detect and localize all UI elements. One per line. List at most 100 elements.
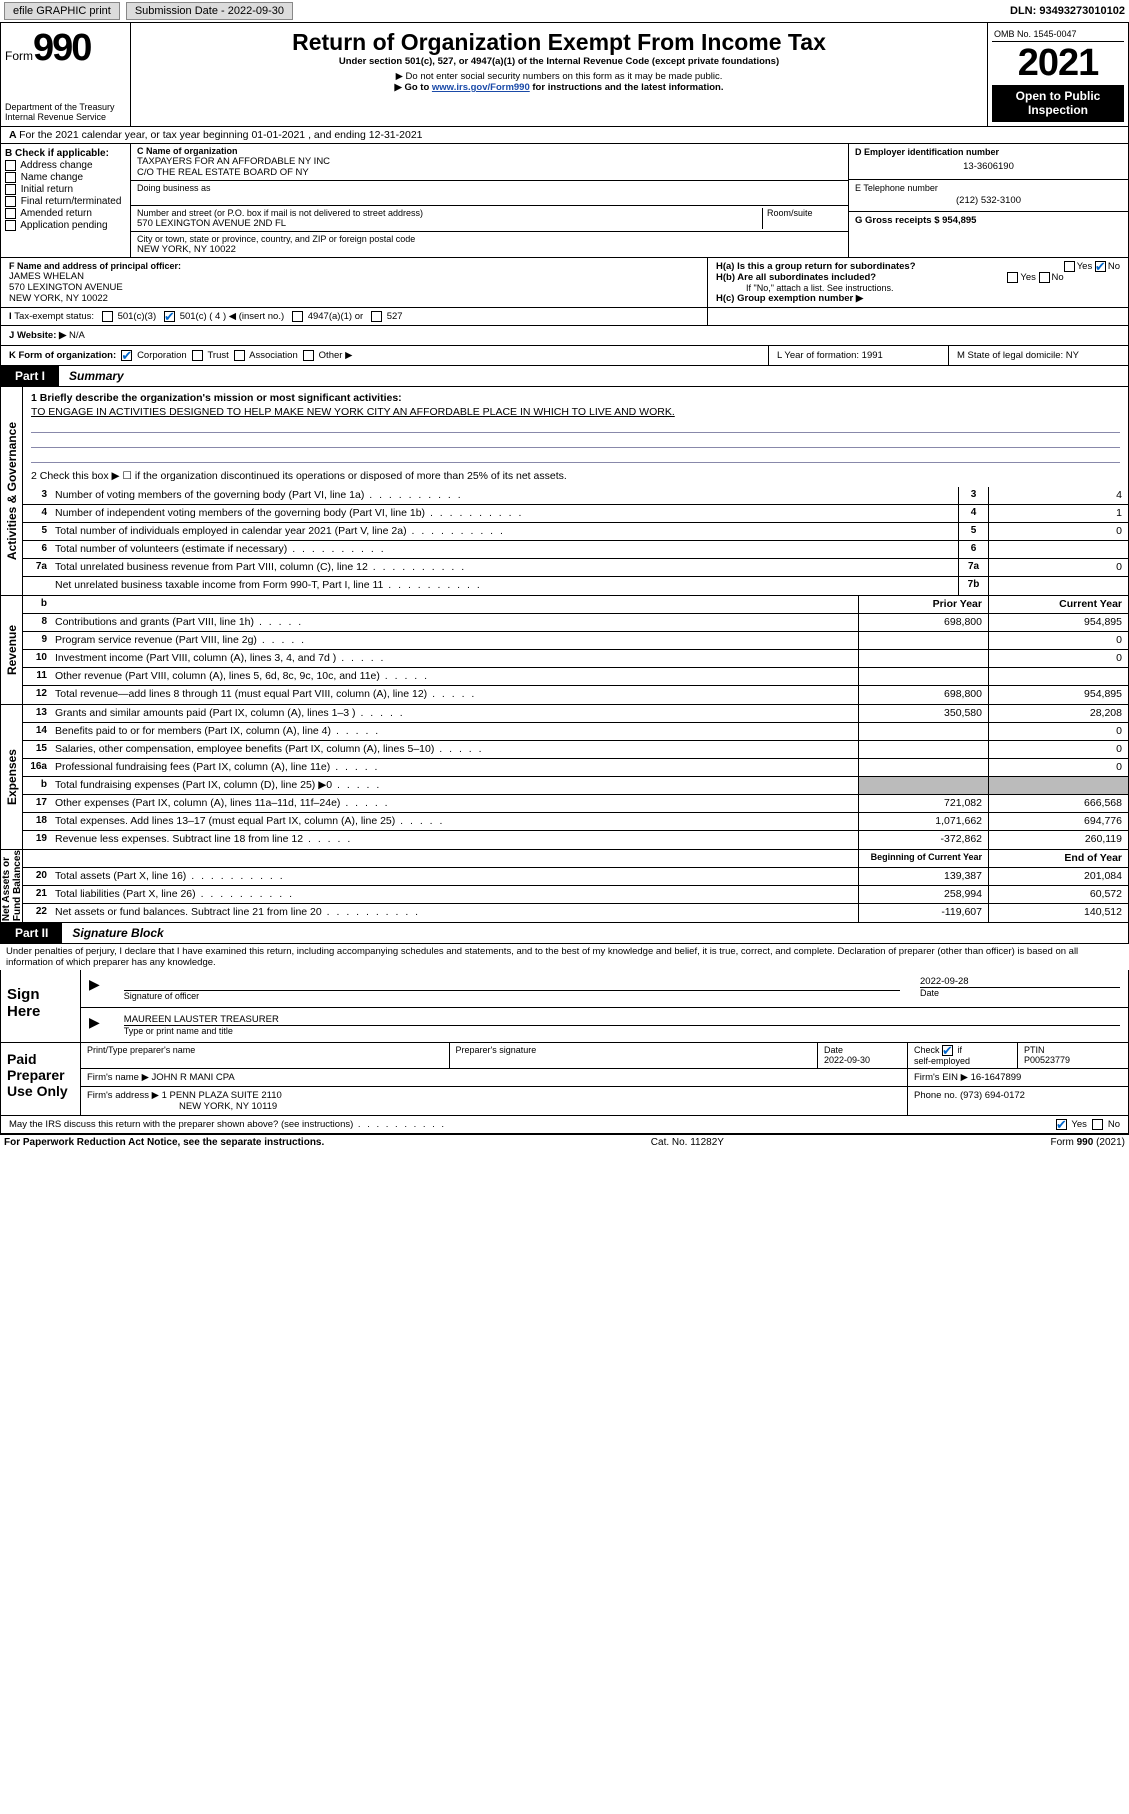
state-domicile: M State of legal domicile: NY: [948, 346, 1128, 365]
submission-date: Submission Date - 2022-09-30: [126, 2, 293, 20]
name-label: C Name of organization: [137, 146, 842, 156]
row-i: I Tax-exempt status: 501(c)(3) 501(c) ( …: [0, 308, 1129, 326]
table-row: 18Total expenses. Add lines 13–17 (must …: [23, 813, 1128, 831]
hdr-beginning: Beginning of Current Year: [858, 850, 988, 867]
chk-amended[interactable]: Amended return: [5, 208, 126, 219]
firm-addr2: NEW YORK, NY 10119: [87, 1101, 277, 1112]
hdr-b: b: [23, 596, 51, 613]
gross-receipts: G Gross receipts $ 954,895: [855, 215, 1122, 226]
mission: TO ENGAGE IN ACTIVITIES DESIGNED TO HELP…: [31, 405, 1120, 419]
street-addr: 570 LEXINGTON AVENUE 2ND FL: [137, 218, 762, 229]
table-row: 5Total number of individuals employed in…: [23, 523, 1128, 541]
may-discuss: May the IRS discuss this return with the…: [0, 1116, 1129, 1134]
officer-typed: MAUREEN LAUSTER TREASURER: [124, 1014, 1120, 1025]
date-label: Date: [920, 987, 1120, 998]
part1-title: Summary: [59, 369, 124, 383]
hdr-end: End of Year: [988, 850, 1128, 867]
table-row: 16aProfessional fundraising fees (Part I…: [23, 759, 1128, 777]
4947a1: 4947(a)(1) or: [308, 311, 363, 322]
form-subtitle: Under section 501(c), 527, or 4947(a)(1)…: [141, 56, 977, 67]
ein-val: 13-3606190: [855, 157, 1122, 176]
form-number: 990: [33, 27, 90, 69]
note-1: ▶ Do not enter social security numbers o…: [141, 71, 977, 82]
hdr-current: Current Year: [988, 596, 1128, 613]
note2-post: for instructions and the latest informat…: [530, 82, 724, 93]
addr-label: Number and street (or P.O. box if mail i…: [137, 208, 762, 218]
net-assets-block: Net Assets or Fund Balances Beginning of…: [0, 850, 1129, 923]
chk-name[interactable]: Name change: [5, 172, 126, 183]
governance-block: Activities & Governance 1 Briefly descri…: [0, 387, 1129, 596]
table-row: 8Contributions and grants (Part VIII, li…: [23, 614, 1128, 632]
footer-left: For Paperwork Reduction Act Notice, see …: [4, 1137, 324, 1148]
revenue-block: Revenue b Prior Year Current Year 8Contr…: [0, 596, 1129, 705]
phone-lbl: Phone no.: [914, 1090, 957, 1101]
print-preparer: Print/Type preparer's name: [81, 1043, 450, 1068]
org-name-2: C/O THE REAL ESTATE BOARD OF NY: [137, 167, 842, 178]
tax-status-label: Tax-exempt status:: [14, 311, 94, 322]
note-2: ▶ Go to www.irs.gov/Form990 for instruct…: [141, 82, 977, 93]
omb: OMB No. 1545-0047: [992, 27, 1124, 42]
table-row: Net unrelated business taxable income fr…: [23, 577, 1128, 595]
check-if-applicable: B Check if applicable:: [5, 148, 126, 159]
chk-pending[interactable]: Application pending: [5, 220, 126, 231]
firm-phone: (973) 694-0172: [960, 1090, 1025, 1101]
table-row: 7aTotal unrelated business revenue from …: [23, 559, 1128, 577]
firm-name-label: Firm's name ▶: [87, 1072, 149, 1083]
typed-label: Type or print name and title: [124, 1025, 1120, 1036]
phone-val: (212) 532-3100: [855, 193, 1122, 208]
table-row: 12Total revenue—add lines 8 through 11 (…: [23, 686, 1128, 704]
part1-header: Part I Summary: [0, 366, 1129, 387]
dept-treasury: Department of the Treasury Internal Reve…: [5, 102, 126, 122]
no: No: [1108, 1119, 1120, 1130]
527: 527: [387, 311, 403, 322]
dba-label: Doing business as: [137, 183, 842, 193]
sign-here: Sign Here: [1, 970, 81, 1042]
col-c: C Name of organization TAXPAYERS FOR AN …: [131, 144, 848, 257]
ptin-label: PTIN: [1024, 1045, 1045, 1055]
preparer-sig: Preparer's signature: [450, 1043, 819, 1068]
chk-final[interactable]: Final return/terminated: [5, 196, 126, 207]
footer-mid: Cat. No. 11282Y: [651, 1137, 724, 1148]
website-label: Website: ▶: [17, 330, 66, 341]
officer-addr2: NEW YORK, NY 10022: [9, 293, 699, 304]
note2-pre: ▶ Go to: [395, 82, 432, 93]
form-word: Form: [5, 49, 33, 63]
irs-link[interactable]: www.irs.gov/Form990: [432, 82, 530, 93]
ein-label: D Employer identification number: [855, 147, 1122, 157]
org-name-1: TAXPAYERS FOR AN AFFORDABLE NY INC: [137, 156, 842, 167]
efile-button[interactable]: efile GRAPHIC print: [4, 2, 120, 20]
chk-address[interactable]: Address change: [5, 160, 126, 171]
officer-addr1: 570 LEXINGTON AVENUE: [9, 282, 699, 293]
trust: Trust: [207, 350, 228, 361]
officer-label: F Name and address of principal officer:: [9, 261, 699, 271]
period-line: A For the 2021 calendar year, or tax yea…: [0, 127, 1129, 144]
table-row: 17Other expenses (Part IX, column (A), l…: [23, 795, 1128, 813]
other: Other ▶: [319, 350, 353, 361]
expenses-block: Expenses 13Grants and similar amounts pa…: [0, 705, 1129, 850]
table-row: bTotal fundraising expenses (Part IX, co…: [23, 777, 1128, 795]
dln: DLN: 93493273010102: [1010, 5, 1125, 17]
vert-expenses: Expenses: [1, 705, 23, 849]
top-bar: efile GRAPHIC print Submission Date - 20…: [0, 0, 1129, 23]
pdate: 2022-09-30: [824, 1055, 870, 1065]
open-inspection: Open to Public Inspection: [992, 85, 1124, 122]
city-label: City or town, state or province, country…: [137, 234, 842, 244]
table-row: 14Benefits paid to or for members (Part …: [23, 723, 1128, 741]
table-row: 20Total assets (Part X, line 16)139,3872…: [23, 868, 1128, 886]
arrow-icon: ▶: [89, 1014, 100, 1036]
firm-ein-label: Firm's EIN ▶: [914, 1072, 968, 1083]
table-row: 10Investment income (Part VIII, column (…: [23, 650, 1128, 668]
corp: Corporation: [137, 350, 187, 361]
row-j: J Website: ▶ N/A: [0, 326, 1129, 346]
city-val: NEW YORK, NY 10022: [137, 244, 842, 255]
col-b: B Check if applicable: Address change Na…: [1, 144, 131, 257]
table-row: 4Number of independent voting members of…: [23, 505, 1128, 523]
firm-addr-label: Firm's address ▶: [87, 1090, 159, 1101]
assoc: Association: [249, 350, 298, 361]
vert-governance: Activities & Governance: [1, 387, 23, 595]
declaration: Under penalties of perjury, I declare th…: [0, 944, 1129, 970]
q2: 2 Check this box ▶ ☐ if the organization…: [31, 469, 1120, 483]
ha: H(a) Is this a group return for subordin…: [716, 261, 1120, 272]
vert-net: Net Assets or Fund Balances: [1, 850, 23, 922]
chk-initial[interactable]: Initial return: [5, 184, 126, 195]
